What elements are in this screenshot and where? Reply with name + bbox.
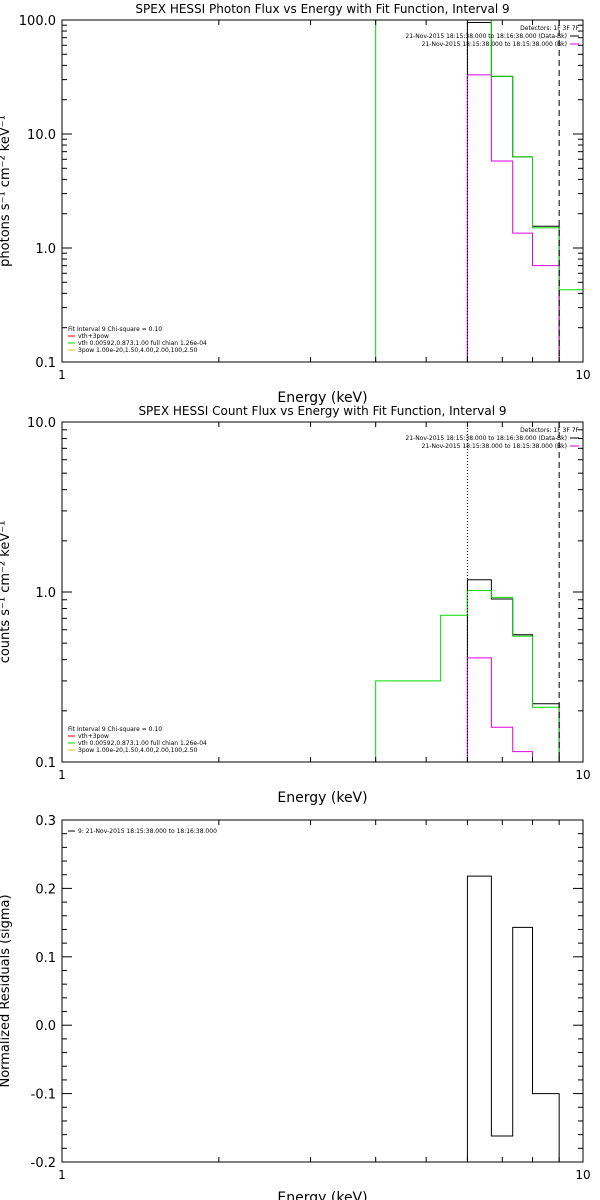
y-tick-label: 0.3	[35, 814, 56, 829]
y-axis-label: Normalized Residuals (sigma)	[0, 894, 13, 1087]
legend-left-text: 3pow 1.00e-20,1.50,4.00,2.00,100,2.50	[78, 347, 198, 354]
y-tick-label: 1.0	[35, 586, 56, 601]
series--bk-	[466, 657, 560, 762]
legend-right-text: 21-Nov-2015 18:15:38.000 to 18:16:38.000…	[405, 33, 567, 40]
x-tick-label: 10	[575, 368, 590, 382]
legend-right-text: Detectors: 1F 3F 7F	[520, 25, 579, 32]
y-tick-label: 0.0	[35, 1019, 56, 1034]
plot-frame	[61, 819, 584, 1163]
data-area	[375, 20, 583, 362]
x-tick-label: 1	[58, 368, 66, 382]
legend-right-text: 21-Nov-2015 18:15:38.000 to 18:16:38.000…	[405, 435, 567, 442]
series--data-bk-	[466, 579, 560, 762]
series-residuals	[466, 875, 560, 1162]
data-area	[466, 875, 560, 1162]
y-tick-label: -0.2	[31, 1156, 56, 1171]
series--bk-	[466, 74, 560, 362]
y-tick-label: 0.2	[35, 882, 56, 897]
y-tick-label: 0.1	[35, 951, 56, 966]
plot-frame	[61, 421, 584, 763]
y-axis-label: counts s⁻¹ cm⁻² keV⁻¹	[0, 521, 13, 664]
chart-panel-3: 1 10 Energy (keV) -0.2 -0.1 0.0 0.1 0.2 0.3 Norma…	[0, 814, 591, 1200]
y-tick-label: 10.0	[27, 128, 56, 143]
y-tick-label: 10.0	[27, 416, 56, 431]
legend-right-text: 21-Nov-2015 18:15:38.000 to 18:15:38.000…	[422, 41, 567, 48]
legend-left-text: vth 0.00592,0.873,1.00 full chian 1.26e-…	[78, 340, 207, 347]
data-area	[375, 579, 560, 762]
x-axis-label: Energy (keV)	[277, 390, 367, 406]
legend-left-text: 9: 21-Nov-2015 18:15:38.000 to 18:16:38.…	[78, 828, 217, 835]
x-axis-label: Energy (keV)	[277, 790, 367, 806]
chart-panel-1: SPEX HESSI Photon Flux vs Energy with Fi…	[0, 2, 591, 406]
y-tick-label: 1.0	[35, 242, 56, 257]
series-vth	[375, 20, 583, 362]
chart-title: SPEX HESSI Count Flux vs Energy with Fit…	[138, 404, 506, 418]
y-tick-label: -0.1	[31, 1088, 56, 1103]
legend-left-text: vth+3pow	[78, 733, 109, 740]
legend-left-text: Fit Interval 9 Chi-square = 0.10	[68, 726, 162, 733]
plot-frame	[61, 19, 584, 363]
x-tick-label: 10	[575, 1168, 590, 1182]
legend-left-text: vth+3pow	[78, 333, 109, 340]
legend-right-text: 21-Nov-2015 18:15:38.000 to 18:15:38.000…	[422, 443, 567, 450]
x-tick-label: 10	[575, 768, 590, 782]
x-axis-label: Energy (keV)	[277, 1190, 367, 1200]
x-tick-label: 1	[58, 768, 66, 782]
legend-left-text: vth 0.00592,0.873,1.00 full chian 1.26e-…	[78, 740, 207, 747]
y-axis-label: photons s⁻¹ cm⁻² keV⁻¹	[0, 115, 13, 267]
chart-panel-2: SPEX HESSI Count Flux vs Energy with Fit…	[0, 404, 591, 806]
y-tick-label: 100.0	[19, 14, 56, 29]
legend-left-text: 3pow 1.00e-20,1.50,4.00,2.00,100,2.50	[78, 747, 198, 754]
x-tick-label: 1	[58, 1168, 66, 1182]
legend-right-text: Detectors: 1F 3F 7F	[520, 427, 579, 434]
series--data-bk-	[466, 22, 560, 362]
series-vth	[375, 590, 560, 762]
legend-left-text: Fit Interval 9 Chi-square = 0.10	[68, 326, 162, 333]
chart-title: SPEX HESSI Photon Flux vs Energy with Fi…	[135, 2, 509, 16]
y-tick-label: 0.1	[35, 756, 56, 771]
y-tick-label: 0.1	[35, 356, 56, 371]
